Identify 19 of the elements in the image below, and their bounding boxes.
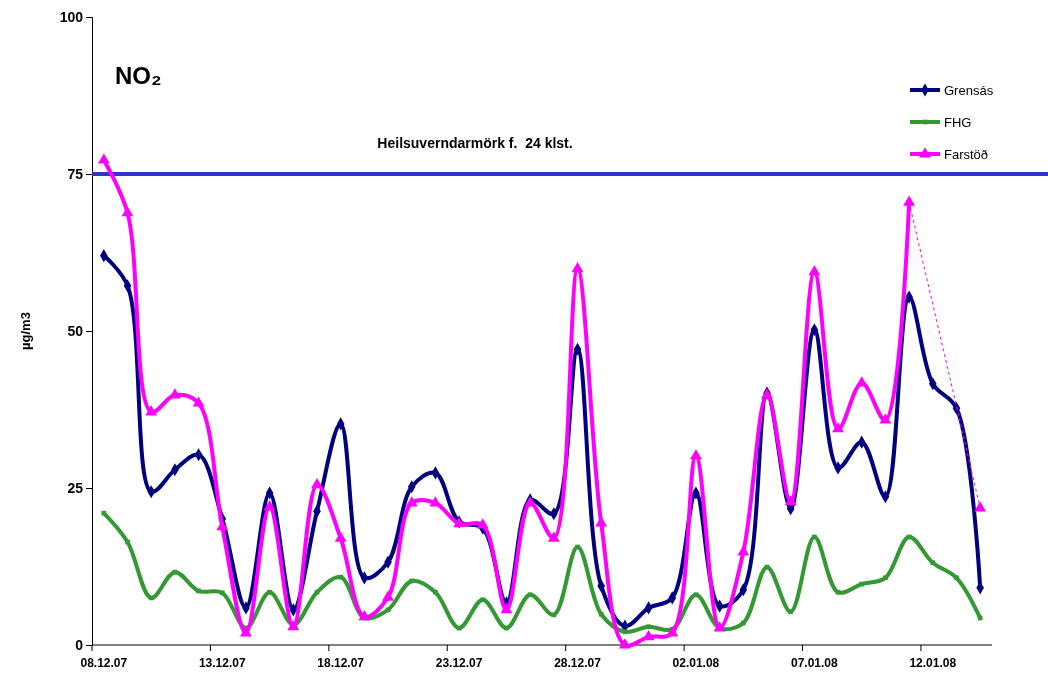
- y-tick-label: 0: [75, 636, 84, 653]
- x-tick-label: 28.12.07: [554, 656, 602, 670]
- x-tick-label: 12.01.08: [909, 656, 957, 670]
- legend-label: FHG: [944, 115, 972, 130]
- x-tick-label: 18.12.07: [317, 656, 365, 670]
- ref-line-label: Heilsuverndarmörk f. 24 klst.: [377, 135, 573, 151]
- y-tick-label: 50: [67, 322, 84, 339]
- y-tick-label: 75: [67, 165, 84, 182]
- x-tick-label: 13.12.07: [198, 656, 246, 670]
- x-tick-label: 23.12.07: [435, 656, 483, 670]
- y-axis-title: µg/m3: [18, 312, 33, 350]
- y-tick-label: 100: [59, 8, 84, 25]
- text: NO₂: [115, 62, 162, 89]
- x-tick-label: 02.01.08: [672, 656, 720, 670]
- y-tick-label: 25: [67, 479, 84, 496]
- x-tick-label: 07.01.08: [791, 656, 839, 670]
- legend-label: Farstöð: [944, 147, 989, 162]
- x-tick-label: 08.12.07: [80, 656, 128, 670]
- legend-label: Grensás: [944, 83, 994, 98]
